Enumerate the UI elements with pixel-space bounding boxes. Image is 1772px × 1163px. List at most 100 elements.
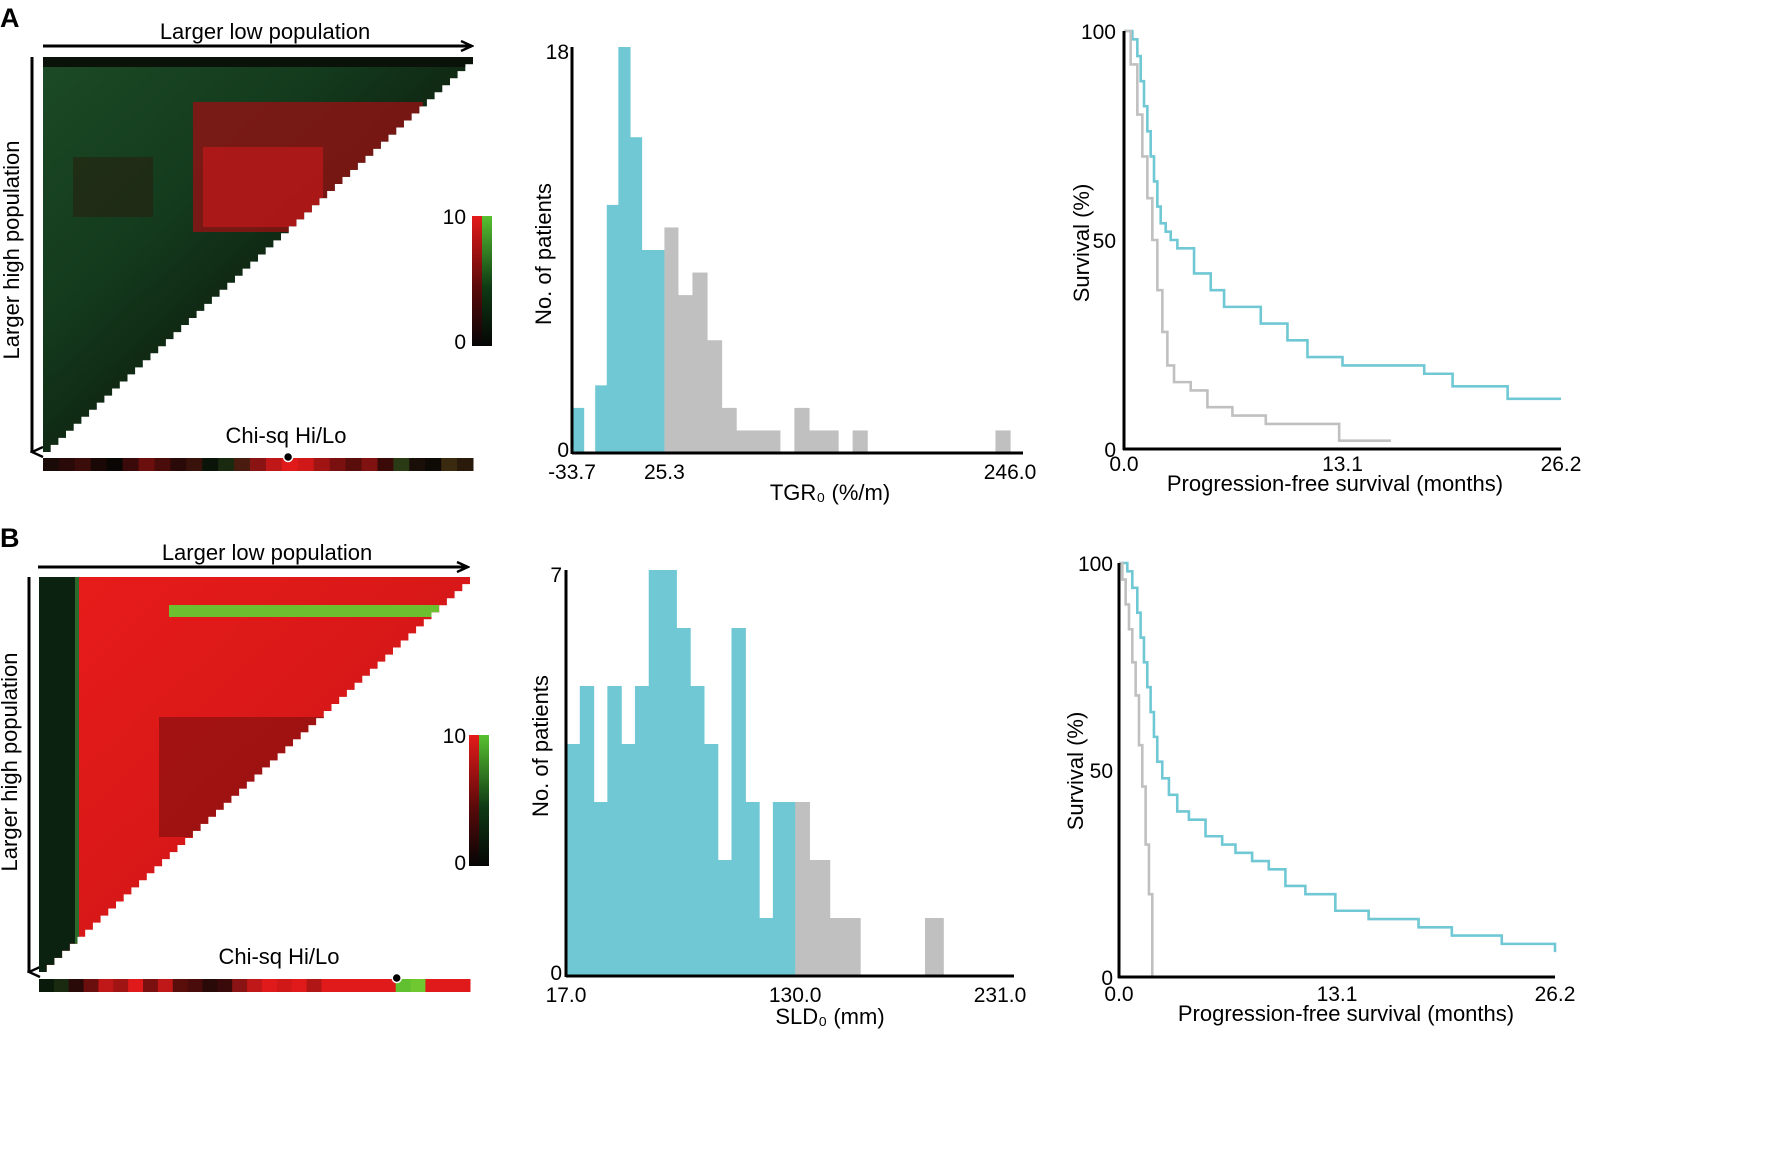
histogram-x-ticks: -33.7 25.3 246.0 — [548, 461, 1036, 484]
color-scale-red — [472, 216, 482, 346]
strip-cell — [186, 458, 203, 471]
km-curve-high — [1124, 29, 1391, 442]
km-plot: Survival (%) 100 50 0 0.0 13.1 26.2 Prog… — [1063, 553, 1575, 1026]
km-y-tick-label: 100 — [1078, 553, 1113, 576]
histogram-bar — [852, 430, 868, 453]
km-y-tick-label: 0 — [1104, 439, 1116, 462]
strip-cell — [217, 979, 233, 992]
histogram-bar — [924, 918, 944, 976]
histogram-bar — [795, 802, 810, 976]
strip-cell — [393, 458, 410, 471]
histogram-bar — [759, 918, 774, 976]
km-x-tick-label: 26.2 — [1541, 453, 1582, 476]
heatmap-cells — [39, 577, 470, 972]
histogram-bar — [829, 918, 861, 976]
panel-b: B Larger low population Larger high popu… — [0, 523, 1575, 1029]
color-scale-green — [479, 735, 489, 866]
histogram-bar — [721, 407, 737, 453]
strip-cell — [170, 458, 187, 471]
heatmap-region-dark — [73, 157, 153, 217]
histogram-x-ticks: 17.0 130.0 231.0 — [546, 984, 1027, 1007]
km-y-ticks: 100 50 0 — [1081, 21, 1116, 462]
strip-cell — [441, 458, 458, 471]
chi-square-strip — [39, 972, 471, 992]
histogram-bar — [717, 860, 733, 976]
heatmap-region-green — [169, 605, 439, 617]
histogram-bar — [607, 686, 622, 976]
heatmap-region-dark — [159, 717, 339, 837]
histogram-y-max: 18 — [546, 41, 569, 64]
strip-cell — [425, 458, 442, 471]
strip-cell — [250, 458, 267, 471]
histogram-bar — [750, 430, 766, 453]
heatmap: Larger low population Larger high popula… — [0, 19, 492, 471]
strip-cell — [128, 979, 144, 992]
km-x-tick-label: 26.2 — [1535, 983, 1576, 1006]
histogram-bar — [809, 860, 831, 976]
km-ylabel: Survival (%) — [1063, 712, 1088, 831]
km-x-tick-label: 0.0 — [1104, 983, 1133, 1006]
histogram-bar — [676, 628, 691, 976]
strip-cell — [247, 979, 263, 992]
histogram-bar — [618, 47, 631, 453]
histogram-ylabel: No. of patients — [528, 675, 553, 817]
scale-min-label: 0 — [454, 852, 466, 875]
histogram-bar — [677, 295, 694, 453]
panel-letter: A — [0, 3, 20, 33]
heatmap-bottom-label: Chi-sq Hi/Lo — [225, 423, 346, 448]
strip-cell — [202, 458, 219, 471]
strip-cell — [297, 458, 315, 471]
strip-cell — [457, 458, 474, 471]
strip-cell — [345, 458, 363, 471]
strip-cell — [43, 458, 60, 471]
heatmap-left-label: Larger high population — [0, 141, 24, 360]
color-scale-green — [482, 216, 492, 346]
km-x-ticks: 0.0 13.1 26.2 — [1109, 453, 1581, 476]
heatmap-column-green — [75, 577, 79, 972]
heatmap-bottom-label: Chi-sq Hi/Lo — [218, 944, 339, 969]
histogram-bar — [692, 272, 708, 453]
km-lines — [1119, 561, 1557, 977]
histogram-bars — [572, 47, 1011, 453]
strip-cell — [154, 458, 171, 471]
histogram-bar — [765, 430, 781, 453]
heatmap-top-label: Larger low population — [160, 19, 370, 44]
histogram-bar — [664, 227, 679, 453]
color-scale-red — [469, 735, 479, 866]
km-y-tick-label: 100 — [1081, 21, 1116, 44]
km-plot: Survival (%) 100 50 0 0.0 13.1 26.2 Prog… — [1069, 21, 1581, 496]
strip-cell — [265, 458, 283, 471]
histogram-bar — [593, 802, 608, 976]
km-x-ticks: 0.0 13.1 26.2 — [1104, 983, 1575, 1006]
histogram-bar — [745, 802, 760, 976]
strip-cell — [425, 979, 441, 992]
strip-cell — [261, 979, 278, 992]
strip-cell — [58, 458, 76, 471]
scale-max-label: 10 — [443, 206, 466, 229]
histogram-bar — [579, 686, 595, 976]
strip-cell — [380, 979, 397, 992]
heatmap-cells — [43, 57, 473, 452]
heatmap-edge — [43, 57, 473, 67]
histogram-ylabel: No. of patients — [531, 183, 556, 325]
optimal-cutoff-marker — [282, 451, 294, 463]
histogram-bar — [595, 385, 608, 453]
km-y-tick-label: 50 — [1093, 230, 1116, 253]
strip-cell — [113, 979, 129, 992]
histogram-bar — [772, 802, 788, 976]
strip-cell — [138, 458, 155, 471]
strip-cell — [351, 979, 367, 992]
histogram-xlabel: SLD₀ (mm) — [775, 1004, 884, 1029]
histogram: No. of patients 18 0 -33.7 25.3 246.0 TG… — [531, 41, 1036, 505]
histogram-bar — [706, 340, 723, 453]
heatmap: Larger low population Larger high popula… — [0, 540, 489, 992]
strip-cell — [218, 458, 235, 471]
strip-cell — [157, 979, 174, 992]
heatmap-region-red — [203, 147, 323, 227]
km-x-tick-label: 13.1 — [1317, 983, 1358, 1006]
km-xlabel: Progression-free survival (months) — [1167, 471, 1503, 496]
strip-cell — [74, 458, 92, 471]
strip-cell — [291, 979, 308, 992]
heatmap-triangle — [43, 57, 473, 452]
km-y-ticks: 100 50 0 — [1078, 553, 1113, 990]
